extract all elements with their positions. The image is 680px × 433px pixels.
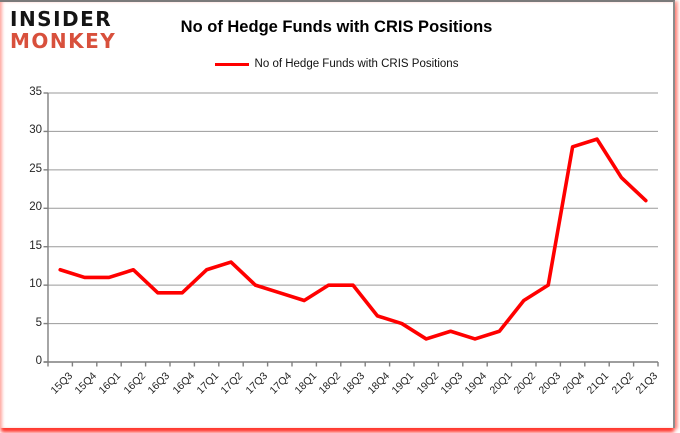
insider-monkey-logo: INSIDER MONKEY (10, 8, 116, 52)
x-axis-label-wrap: 21Q3 (540, 366, 661, 397)
logo-text-insider: INSIDER (10, 7, 113, 31)
y-axis-label: 20 (29, 201, 42, 214)
series-line (58, 137, 648, 341)
y-axis-label: 30 (29, 124, 42, 137)
y-axis-label: 15 (29, 239, 42, 252)
legend-line-swatch (214, 62, 249, 66)
legend: No of Hedge Funds with CRIS Positions (0, 58, 673, 70)
y-axis-label: 10 (29, 278, 42, 291)
y-axis-label: 5 (35, 316, 42, 329)
y-axis-label: 25 (29, 162, 42, 175)
y-axis-label: 0 (35, 355, 42, 367)
legend-label: No of Hedge Funds with CRIS Positions (254, 58, 459, 70)
y-axis-label: 35 (29, 86, 42, 98)
chart-title: No of Hedge Funds with CRIS Positions (180, 18, 493, 36)
logo-text-monkey: MONKEY (10, 29, 117, 53)
